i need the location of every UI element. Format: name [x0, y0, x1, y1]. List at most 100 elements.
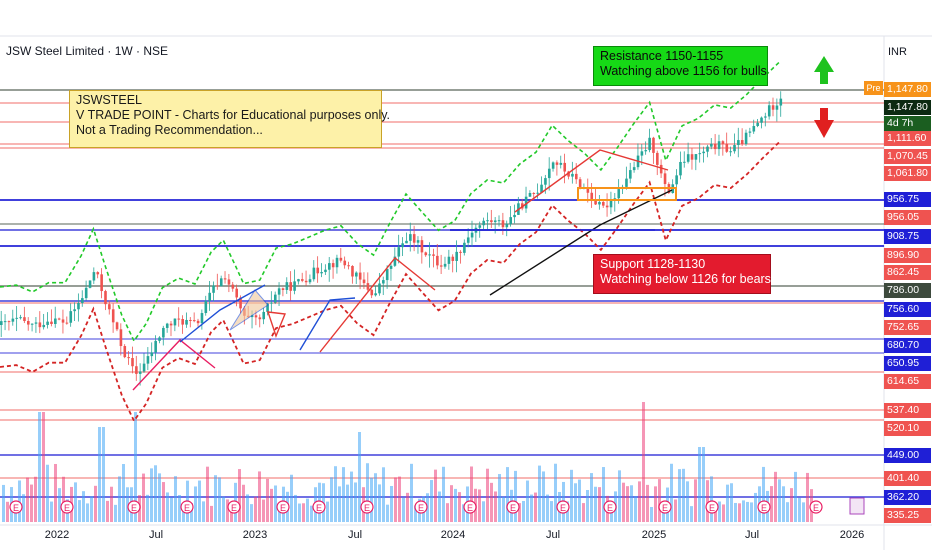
candle-body [88, 280, 92, 288]
arrow-down-icon [814, 120, 834, 138]
candle-body [432, 254, 435, 256]
volume-bar [702, 447, 705, 522]
earnings-marker-icon: E [276, 500, 290, 514]
candle-body [46, 321, 49, 325]
volume-bar [526, 480, 529, 522]
candle-body [0, 321, 3, 325]
volume-bar [534, 492, 537, 522]
candle-body [540, 184, 543, 193]
volume-bar [470, 466, 473, 522]
price-label: 756.60 [884, 302, 931, 317]
volume-bar [394, 477, 397, 522]
svg-text:E: E [607, 503, 613, 513]
support-note[interactable]: Support 1128-1130 Watching below 1126 fo… [593, 254, 771, 294]
currency-label[interactable]: INR [888, 46, 907, 58]
candle-body [567, 171, 570, 177]
volume-bar [218, 477, 221, 522]
candle-body [740, 140, 744, 145]
candle-body [223, 278, 227, 280]
price-label: 449.00 [884, 448, 931, 463]
volume-bar [162, 482, 165, 522]
volume-bar [802, 502, 805, 522]
candle-body [57, 318, 61, 320]
volume-bar [78, 500, 81, 522]
earnings-marker-icon: E [809, 500, 823, 514]
price-label: 680.70 [884, 338, 931, 353]
price-label: 614.65 [884, 374, 931, 389]
volume-bar [734, 502, 737, 522]
candle-body [289, 282, 293, 291]
volume-bar [518, 503, 521, 522]
volume-bar [690, 506, 693, 522]
volume-bar [382, 467, 385, 522]
price-label: 862.45 [884, 265, 931, 280]
candle-body [760, 117, 763, 123]
candle-body [181, 318, 184, 325]
candle-body [258, 317, 262, 320]
volume-bar [278, 506, 281, 522]
volume-bar [722, 504, 725, 522]
candle-body [509, 217, 512, 225]
volume-bar [618, 470, 621, 522]
volume-bar [242, 484, 245, 522]
volume-bar [462, 504, 465, 522]
candle-body [663, 173, 667, 185]
volume-bar [742, 500, 745, 522]
volume-bar [334, 466, 337, 522]
candle-body [250, 315, 254, 318]
candle-body [146, 356, 150, 364]
volume-bar [194, 486, 197, 522]
candle-body [343, 260, 347, 266]
volume-bar [26, 477, 29, 522]
candle-body [177, 318, 181, 320]
candle-body [752, 126, 756, 132]
volume-bar [158, 473, 161, 522]
candle-body [351, 266, 354, 277]
svg-text:E: E [64, 503, 70, 513]
candle-body [563, 162, 567, 172]
volume-bar [50, 501, 53, 522]
price-label: 896.90 [884, 248, 931, 263]
candle-body [675, 175, 678, 185]
candle-body [389, 265, 393, 269]
volume-bar [174, 476, 177, 522]
volume-bar [254, 496, 257, 522]
candle-body [412, 234, 416, 243]
candle-body [683, 161, 686, 163]
volume-bar [266, 478, 269, 522]
svg-text:E: E [662, 503, 668, 513]
volume-bar [798, 497, 801, 522]
candle-body [779, 98, 783, 106]
candle-body [536, 192, 540, 194]
volume-bar [594, 486, 597, 522]
candle-body [73, 309, 76, 312]
volume-bar [754, 492, 757, 522]
volume-bar [650, 506, 653, 522]
volume-bar [622, 482, 625, 522]
candle-body [374, 293, 377, 296]
volume-bar [302, 503, 305, 522]
x-tick-label: Jul [148, 529, 164, 541]
volume-bar [582, 503, 585, 522]
resistance-note[interactable]: Resistance 1150-1155 Watching above 1156… [593, 46, 768, 86]
x-tick-label: 2025 [641, 529, 667, 541]
volume-bar [374, 473, 377, 522]
volume-bar [638, 481, 641, 522]
info-note[interactable]: JSWSTEEL V TRADE POINT - Charts for Educ… [69, 90, 390, 148]
candle-body [613, 198, 617, 200]
volume-bar [546, 494, 549, 522]
volume-bar [90, 496, 93, 522]
volume-bar [602, 467, 605, 522]
volume-bar [58, 488, 61, 522]
x-tick-label: Jul [347, 529, 363, 541]
candle-body [447, 256, 451, 264]
candle-body [84, 287, 88, 299]
candle-body [586, 187, 590, 193]
candle-body [482, 220, 485, 226]
triangle-pattern [229, 289, 269, 331]
arrow-down-icon [820, 108, 828, 120]
candle-body [528, 192, 532, 197]
candle-body [208, 292, 211, 301]
candle-body [713, 143, 717, 150]
